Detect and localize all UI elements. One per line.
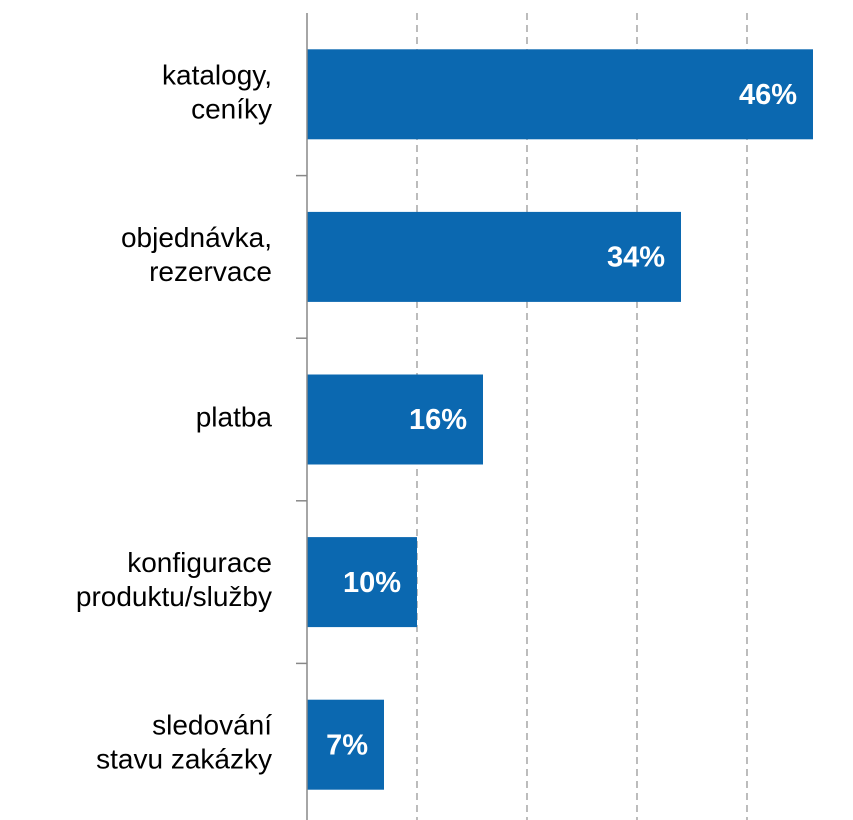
bar	[307, 699, 384, 790]
category-label: katalogy, ceníky	[162, 60, 272, 125]
bar	[307, 49, 813, 140]
category-label: sledování stavu zakázky	[96, 710, 272, 775]
category-label: objednávka, rezervace	[121, 222, 272, 287]
value-label: 16%	[409, 404, 467, 436]
value-label: 7%	[326, 729, 368, 761]
category-label: platba	[196, 402, 273, 433]
bar	[307, 537, 417, 628]
bar	[307, 374, 483, 465]
value-label: 34%	[607, 242, 665, 274]
value-label: 46%	[739, 79, 797, 111]
bar	[307, 211, 681, 302]
value-label: 10%	[343, 567, 401, 599]
category-label: konfigurace produktu/služby	[76, 547, 272, 612]
